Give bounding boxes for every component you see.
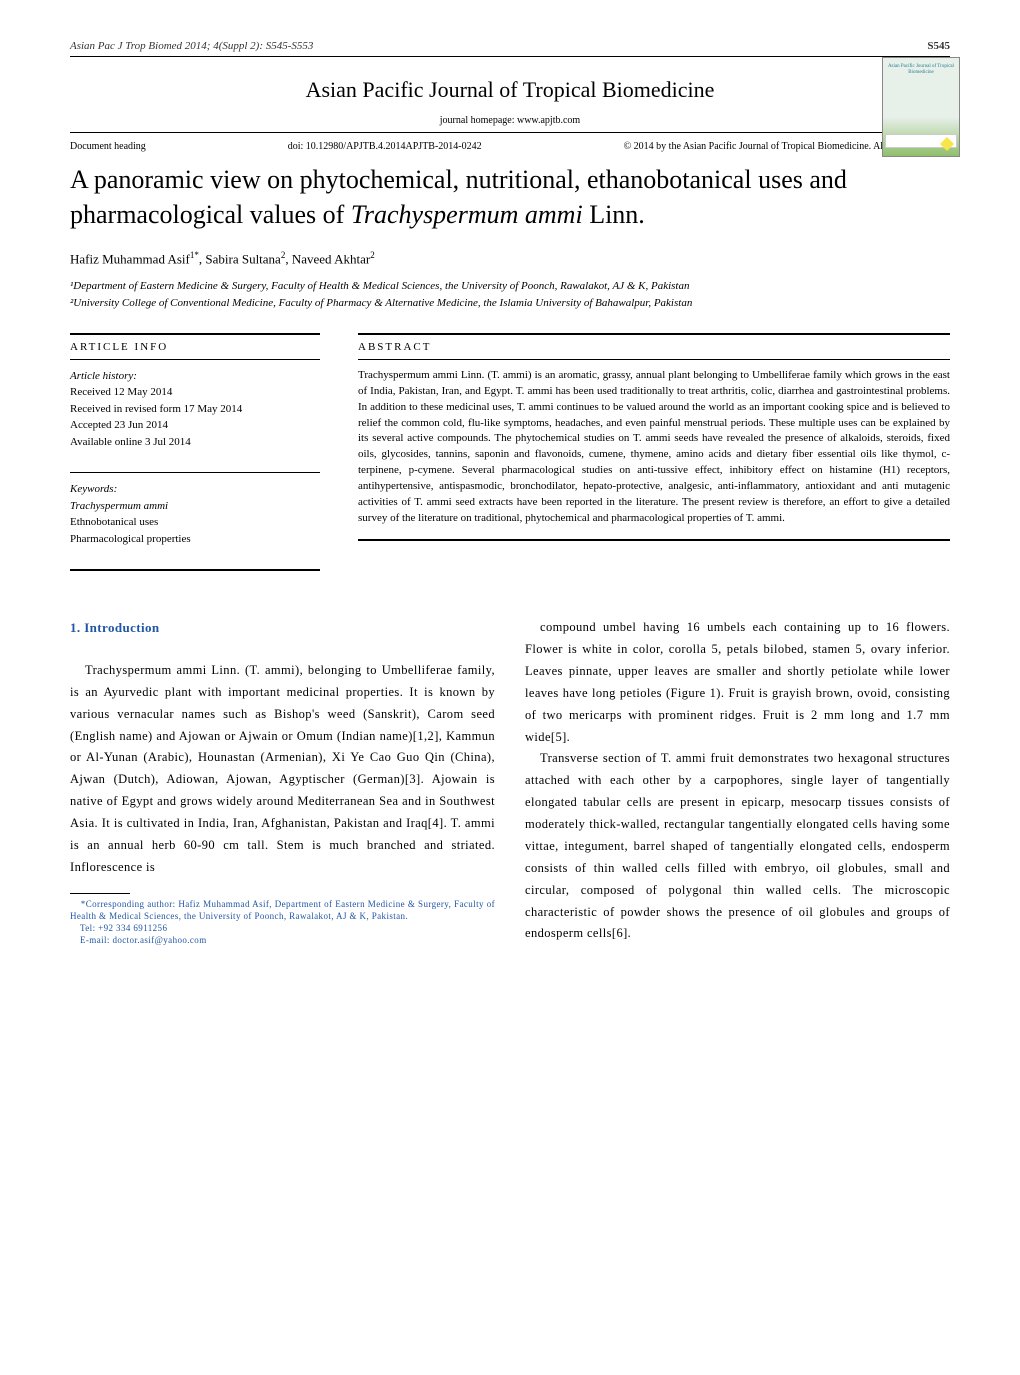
- footnotes: *Corresponding author: Hafiz Muhammad As…: [70, 898, 495, 947]
- body-paragraph: compound umbel having 16 umbels each con…: [525, 617, 950, 748]
- keywords-label: Keywords:: [70, 481, 320, 498]
- title-species: Trachyspermum ammi: [351, 200, 583, 229]
- info-rule-top: [70, 333, 320, 335]
- body-text: 1. Introduction Trachyspermum ammi Linn.…: [70, 617, 950, 946]
- article-title: A panoramic view on phytochemical, nutri…: [70, 162, 950, 232]
- affiliation: ¹Department of Eastern Medicine & Surger…: [70, 278, 950, 296]
- author-affil-sup: 1*: [190, 250, 199, 260]
- cover-title: Asian Pacific Journal of Tropical Biomed…: [885, 64, 957, 75]
- corresponding-author: *Corresponding author: Hafiz Muhammad As…: [70, 898, 495, 922]
- journal-homepage: journal homepage: www.apjtb.com: [70, 115, 950, 126]
- running-journal-ref: Asian Pac J Trop Biomed 2014; 4(Suppl 2)…: [70, 40, 313, 52]
- author-affil-sup: 2: [370, 250, 375, 260]
- history-item: Received 12 May 2014: [70, 384, 320, 401]
- header-rule: [70, 56, 950, 57]
- abstract-text: Trachyspermum ammi Linn. (T. ammi) is an…: [358, 368, 950, 527]
- section-heading: 1. Introduction: [70, 617, 495, 640]
- author: Sabira Sultana: [205, 252, 280, 267]
- author: Hafiz Muhammad Asif: [70, 252, 190, 267]
- journal-cover-thumbnail: Asian Pacific Journal of Tropical Biomed…: [882, 57, 960, 157]
- title-post: Linn.: [583, 200, 645, 229]
- author-affil-sup: 2: [281, 250, 286, 260]
- page: Asian Pac J Trop Biomed 2014; 4(Suppl 2)…: [0, 0, 1020, 986]
- info-rule-bottom: [70, 569, 320, 571]
- history-item: Available online 3 Jul 2014: [70, 434, 320, 451]
- doi: doi: 10.12980/APJTB.4.2014APJTB-2014-024…: [288, 141, 482, 152]
- authors: Hafiz Muhammad Asif1*, Sabira Sultana2, …: [70, 250, 950, 267]
- journal-header: Asian Pacific Journal of Tropical Biomed…: [70, 77, 950, 126]
- corr-tel: Tel: +92 334 6911256: [80, 922, 495, 934]
- info-abstract-row: ARTICLE INFO Article history: Received 1…: [70, 333, 950, 578]
- author: Naveed Akhtar: [292, 252, 370, 267]
- info-rule-under: [70, 359, 320, 360]
- abstract-rule-bottom: [358, 539, 950, 541]
- keyword: Ethnobotanical uses: [70, 514, 320, 531]
- journal-header-rule: [70, 132, 950, 133]
- history-label: Article history:: [70, 368, 320, 385]
- journal-title-block: Asian Pacific Journal of Tropical Biomed…: [70, 77, 950, 126]
- abstract-rule-under: [358, 359, 950, 360]
- affiliations: ¹Department of Eastern Medicine & Surger…: [70, 278, 950, 313]
- footnote-separator: [70, 893, 130, 894]
- document-heading-row: Document heading doi: 10.12980/APJTB.4.2…: [70, 141, 950, 152]
- document-heading-label: Document heading: [70, 141, 146, 152]
- abstract-rule-top: [358, 333, 950, 335]
- history-item: Received in revised form 17 May 2014: [70, 401, 320, 418]
- cover-barcode: [885, 134, 957, 148]
- article-history: Article history: Received 12 May 2014 Re…: [70, 368, 320, 451]
- body-paragraph: Transverse section of T. ammi fruit demo…: [525, 748, 950, 945]
- corr-email: E-mail: doctor.asif@yahoo.com: [80, 934, 495, 946]
- article-info-label: ARTICLE INFO: [70, 341, 320, 353]
- abstract-column: ABSTRACT Trachyspermum ammi Linn. (T. am…: [358, 333, 950, 578]
- history-item: Accepted 23 Jun 2014: [70, 417, 320, 434]
- running-header: Asian Pac J Trop Biomed 2014; 4(Suppl 2)…: [70, 40, 950, 52]
- article-info-column: ARTICLE INFO Article history: Received 1…: [70, 333, 320, 578]
- page-number: S545: [927, 40, 950, 52]
- affiliation: ²University College of Conventional Medi…: [70, 295, 950, 313]
- abstract-label: ABSTRACT: [358, 341, 950, 353]
- keyword: Trachyspermum ammi: [70, 498, 320, 515]
- info-rule-mid: [70, 472, 320, 473]
- keywords-block: Keywords: Trachyspermum ammi Ethnobotani…: [70, 481, 320, 547]
- body-paragraph: Trachyspermum ammi Linn. (T. ammi), belo…: [70, 660, 495, 879]
- journal-title: Asian Pacific Journal of Tropical Biomed…: [70, 77, 950, 103]
- keyword: Pharmacological properties: [70, 531, 320, 548]
